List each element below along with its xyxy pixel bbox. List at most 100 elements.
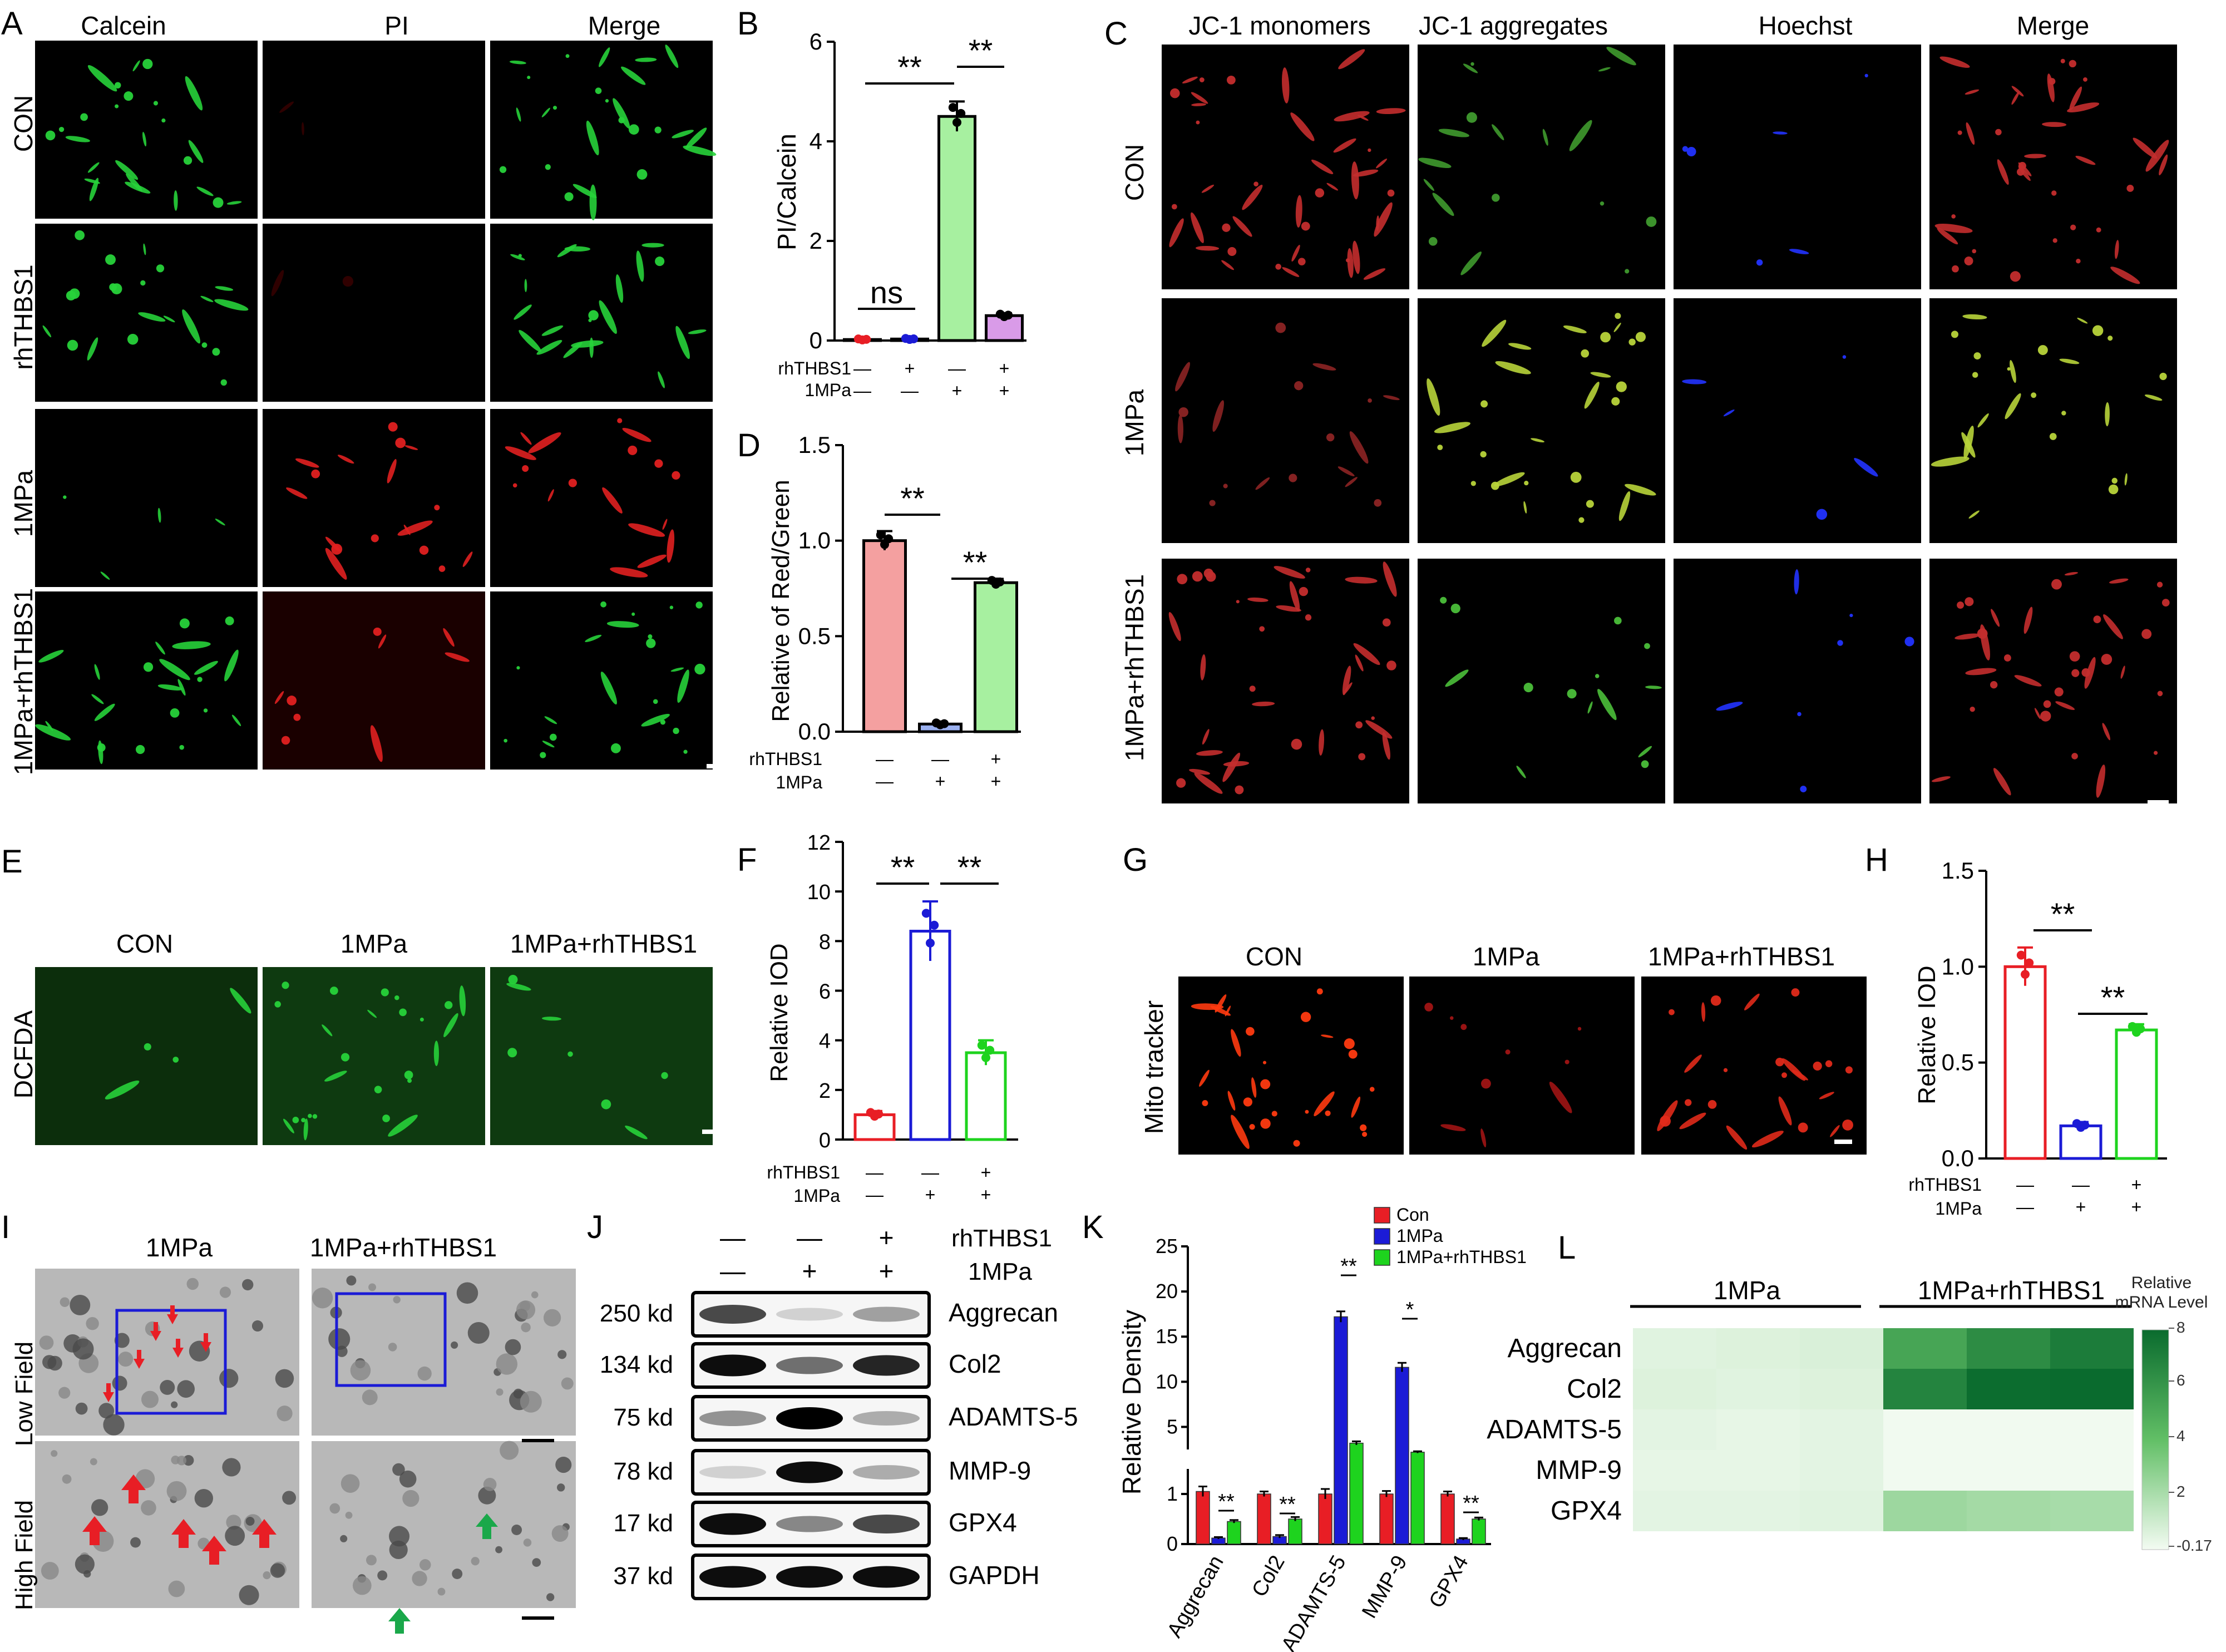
- bar: [2115, 1028, 2158, 1160]
- cell-mark: [2069, 651, 2080, 662]
- cell-mark: [610, 743, 621, 753]
- green-arrow-icon: [388, 1608, 411, 1634]
- cell-mark: [45, 130, 56, 141]
- blot-band: [853, 1566, 920, 1588]
- cell-mark: [1516, 766, 1526, 778]
- cell-mark: [1775, 1057, 1784, 1067]
- cell-mark: [1291, 244, 1300, 262]
- cell-mark: [1387, 189, 1395, 197]
- col-merge: Merge: [588, 11, 660, 40]
- cell-mark: [2023, 606, 2033, 634]
- cell-mark: [155, 642, 165, 655]
- cell-mark: [637, 554, 667, 568]
- cell-mark: [1311, 159, 1334, 174]
- h-1mpa-label: 1MPa: [1935, 1199, 1982, 1219]
- row-con: CON: [9, 95, 38, 152]
- cell-mark: [1210, 1005, 1231, 1016]
- mpa-sign: +: [2131, 1197, 2142, 1217]
- organelle: [532, 1558, 541, 1567]
- organelle: [60, 1297, 70, 1307]
- organelle: [72, 1338, 94, 1360]
- cell-mark: [1374, 202, 1393, 237]
- cell-mark: [2145, 140, 2169, 172]
- mpa-sign: +: [981, 1185, 991, 1205]
- blot-band: [776, 1566, 843, 1588]
- cell-mark: [621, 66, 646, 85]
- cell-mark: [125, 181, 151, 194]
- cell-mark: [2075, 155, 2096, 165]
- l-colorbar-title-2: mRNA Level: [2115, 1293, 2208, 1311]
- cell-mark: [1427, 378, 1440, 416]
- cell-mark: [2051, 579, 2062, 590]
- cell-mark: [2111, 477, 2118, 484]
- cell-mark: [1798, 1122, 1808, 1133]
- cell-mark: [506, 983, 531, 991]
- cell-mark: [1569, 120, 1592, 151]
- cell-mark: [1275, 264, 1281, 270]
- y-tick-label: 0: [810, 327, 822, 353]
- cell-mark: [1363, 268, 1386, 280]
- cell-mark: [419, 545, 429, 555]
- cell-mark: [203, 708, 208, 713]
- significance-label: **: [891, 850, 915, 885]
- cell-mark: [331, 544, 343, 555]
- cell-mark: [1570, 471, 1582, 483]
- cell-mark: [75, 230, 85, 240]
- significance-label: **: [1340, 1255, 1357, 1278]
- cell-mark: [2035, 708, 2041, 719]
- cell-mark: [1682, 379, 1707, 384]
- cell-mark: [1345, 477, 1358, 487]
- cell-mark: [322, 1024, 333, 1037]
- cell-mark: [1325, 1110, 1331, 1116]
- cell-mark: [1289, 581, 1300, 612]
- cell-mark: [445, 652, 470, 662]
- cell-mark: [2060, 58, 2065, 63]
- cell-mark: [1249, 686, 1256, 692]
- cell-mark: [1542, 129, 1548, 146]
- cell-mark: [660, 719, 666, 725]
- cell-mark: [1641, 760, 1649, 768]
- cell-mark: [374, 1086, 382, 1093]
- cell-mark: [673, 727, 679, 734]
- cell-mark: [1312, 363, 1336, 371]
- cell-mark: [1625, 484, 1656, 496]
- organelle: [103, 1414, 125, 1436]
- cell-mark: [544, 716, 557, 724]
- organelle: [329, 1503, 340, 1514]
- row-c-1mpa: 1MPa: [1120, 389, 1149, 457]
- cell-mark: [665, 45, 679, 68]
- cell-mark: [1315, 188, 1325, 198]
- organelle: [389, 1526, 410, 1547]
- cell-mark: [2047, 73, 2055, 102]
- cell-mark: [2052, 238, 2057, 243]
- bar: [2003, 965, 2047, 1160]
- cell-mark: [1669, 1009, 1675, 1015]
- panel-l: L 1MPa 1MPa+rhTHBS1 Aggrecan Col2 ADAMTS-5…: [1487, 1230, 2212, 1554]
- cell-mark: [2007, 367, 2011, 371]
- cell-mark: [600, 672, 617, 705]
- cell-mark: [295, 458, 319, 468]
- cell-mark: [1616, 381, 1627, 392]
- mpa-sign: +: [991, 771, 1001, 791]
- cell-mark: [438, 565, 446, 572]
- organelle: [366, 1555, 377, 1566]
- organelle: [561, 1377, 574, 1390]
- cell-mark: [1615, 313, 1621, 319]
- cell-mark: [462, 551, 473, 568]
- cell-mark: [1685, 1099, 1692, 1106]
- rhthbs1-sign: —: [921, 1162, 939, 1182]
- cell-mark: [1326, 433, 1335, 442]
- bar: [1379, 1493, 1394, 1545]
- cell-mark: [58, 126, 65, 132]
- col-hoechst: Hoechst: [1759, 11, 1853, 40]
- cell-mark: [1842, 1120, 1853, 1131]
- cell-mark: [38, 650, 64, 663]
- cell-mark: [274, 691, 284, 704]
- organelle: [86, 1317, 99, 1330]
- organelle: [83, 1570, 91, 1578]
- cell-mark: [1934, 224, 1973, 233]
- cell-mark: [1460, 252, 1482, 275]
- cell-mark: [94, 703, 115, 721]
- cell-mark: [1274, 566, 1305, 579]
- cell-mark: [2069, 60, 2076, 68]
